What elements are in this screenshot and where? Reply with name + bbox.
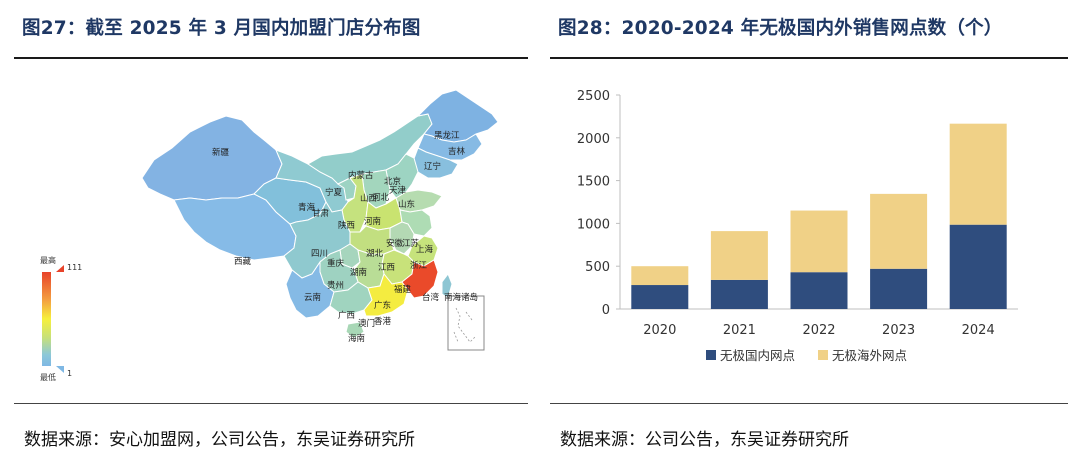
x-tick-label: 2021 [723, 323, 756, 338]
bar-segment [870, 268, 928, 309]
footer-rule [14, 403, 528, 404]
chart-source-note: 数据来源：公司公告，东吴证券研究所 [560, 430, 849, 450]
legend-max-marker-icon [56, 265, 64, 272]
legend-max-label: 最高 [40, 255, 56, 265]
region-label: 内蒙古 [348, 170, 374, 181]
region-label: 宁夏 [325, 187, 343, 198]
bar-segment [870, 193, 928, 269]
y-tick-label: 500 [585, 260, 610, 275]
region-label: 贵州 [327, 280, 344, 291]
map-source-note: 数据来源：安心加盟网，公司公告，东吴证券研究所 [24, 430, 415, 450]
title-rule [550, 57, 1068, 59]
bar-segment [790, 272, 848, 309]
bar-segment [631, 266, 689, 286]
legend-min-label: 最低 [40, 372, 56, 382]
region-label: 上海 [416, 244, 434, 255]
south-china-sea-inset [447, 295, 485, 351]
region-label: 福建 [394, 284, 412, 295]
legend-swatch [706, 350, 716, 360]
region-heilongjiang [416, 89, 499, 143]
region-label: 重庆 [327, 258, 345, 269]
bar-segment [790, 210, 848, 273]
region-label: 辽宁 [424, 161, 441, 172]
region-guangdong [363, 272, 409, 317]
china-store-distribution-map: 最高 111 最低 1 新疆 西藏 青海 甘肃 宁夏 内蒙古 黑龙江 吉林 辽宁… [40, 89, 499, 382]
region-label: 安徽 [386, 238, 404, 249]
region-label: 甘肃 [312, 208, 330, 219]
x-tick-label: 2024 [962, 323, 995, 338]
bar-segment [631, 285, 689, 309]
region-fujian [401, 259, 439, 299]
map-figure-title: 图27：截至 2025 年 3 月国内加盟门店分布图 [22, 18, 421, 39]
y-tick-label: 1500 [577, 175, 610, 190]
y-tick-label: 2000 [577, 132, 610, 147]
region-label: 新疆 [212, 147, 230, 158]
y-tick-label: 2500 [577, 89, 610, 104]
region-label: 香港 [374, 316, 392, 327]
bar-segment [710, 279, 768, 309]
region-label: 西藏 [234, 256, 252, 267]
region-label: 黑龙江 [434, 130, 460, 141]
region-label: 广东 [374, 300, 391, 311]
bar-segment [949, 224, 1007, 309]
region-label: 云南 [304, 292, 321, 303]
legend-color-scale [42, 272, 51, 366]
chart-legend: 无极国内网点 无极海外网点 [706, 348, 907, 363]
y-tick-label: 1000 [577, 217, 610, 232]
region-label: 山西 [360, 193, 377, 204]
region-label: 广西 [338, 310, 355, 321]
region-label: 江苏 [402, 238, 420, 249]
region-label: 河南 [364, 216, 381, 227]
bars [631, 123, 1007, 309]
region-taiwan [441, 272, 453, 299]
region-label: 湖南 [350, 267, 367, 278]
x-tick-label: 2022 [802, 323, 835, 338]
region-label: 河北 [372, 192, 390, 203]
region-label: 江西 [378, 263, 395, 273]
region-label: 浙江 [410, 260, 428, 271]
region-label: 吉林 [448, 146, 466, 157]
region-label: 天津 [389, 185, 407, 196]
region-label: 海南 [348, 333, 365, 344]
legend-label: 无极国内网点 [720, 348, 795, 363]
x-tick-label: 2023 [882, 323, 915, 338]
title-rule [14, 57, 528, 59]
region-label: 湖北 [366, 249, 384, 259]
chart-figure-title: 图28：2020-2024 年无极国内外销售网点数（个） [558, 18, 1003, 39]
region-label: 南海诸岛 [444, 292, 478, 303]
region-label: 山东 [398, 199, 415, 210]
region-label: 北京 [384, 176, 401, 187]
legend-min-value: 1 [67, 369, 72, 378]
y-tick-label: 0 [602, 303, 610, 318]
region-label: 澳门 [358, 318, 375, 329]
map-panel: 图27：截至 2025 年 3 月国内加盟门店分布图 [14, 0, 528, 462]
legend-min-marker-icon [56, 366, 64, 373]
region-labels: 新疆 西藏 青海 甘肃 宁夏 内蒙古 黑龙江 吉林 辽宁 北京 天津 河北 山西… [212, 130, 478, 344]
y-axis: 0 500 1000 1500 2000 2500 [577, 89, 621, 318]
region-label: 四川 [311, 249, 328, 259]
x-tick-label: 2020 [643, 323, 676, 338]
x-axis: 2020 2021 2022 2023 2024 [620, 308, 1018, 338]
region-label: 陕西 [338, 220, 355, 231]
region-label: 台湾 [422, 292, 440, 303]
bar-segment [949, 123, 1007, 225]
legend-max-value: 111 [67, 263, 82, 272]
bar-segment [710, 231, 768, 280]
chart-panel: 图28：2020-2024 年无极国内外销售网点数（个） 0 500 1000 150… [550, 0, 1068, 462]
legend-swatch [818, 350, 828, 360]
region-hainan [345, 321, 365, 339]
region-label: 青海 [298, 202, 316, 213]
legend-label: 无极海外网点 [832, 348, 907, 363]
footer-rule [550, 403, 1068, 404]
